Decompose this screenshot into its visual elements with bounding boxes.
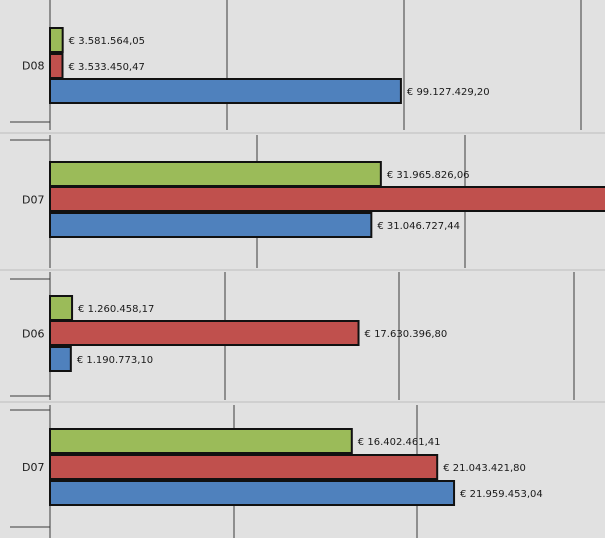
data-label: € 16.402.461,41 <box>358 437 441 448</box>
bar <box>49 27 64 53</box>
chart-panel-3: D06 € 1.260.458,17 € 17.630.396,80 € 1.190.… <box>10 272 575 400</box>
bar <box>49 480 456 506</box>
data-label: € 17.630.396,80 <box>365 329 448 340</box>
category-label: D07 <box>22 194 44 207</box>
data-label: € 1.260.458,17 <box>78 304 154 315</box>
data-label: € 31.046.727,44 <box>377 221 460 232</box>
data-label: € 3.533.450,47 <box>69 62 145 73</box>
bar <box>49 78 402 104</box>
bar <box>49 186 605 212</box>
category-label: D07 <box>22 461 44 474</box>
bar <box>49 295 74 321</box>
bar <box>49 428 353 454</box>
bar <box>49 320 360 346</box>
bar <box>49 212 373 238</box>
bar <box>49 346 72 372</box>
bar <box>49 161 382 187</box>
data-label: € 3.581.564,05 <box>69 36 145 47</box>
data-label: € 31.965.826,06 <box>387 170 470 181</box>
chart-panel-4: D07 € 16.402.461,41 € 21.043.421,80 € 21.95… <box>10 405 543 538</box>
data-label: € 21.959.453,04 <box>460 489 543 500</box>
bar <box>49 53 64 79</box>
data-label: € 21.043.421,80 <box>443 463 526 474</box>
chart-panel-2: D07€ 31.965.826,06€ 59.069.591,70€ 31.04… <box>10 135 605 268</box>
category-label: D08 <box>22 60 44 73</box>
data-label: € 1.190.773,10 <box>77 355 153 366</box>
category-label: D06 <box>22 328 44 341</box>
data-label: € 99.127.429,20 <box>407 87 490 98</box>
bar <box>49 454 439 480</box>
chart-panel-1: D08 € 3.581.564,05 € 3.533.450,47 € 99.127.… <box>10 0 582 130</box>
